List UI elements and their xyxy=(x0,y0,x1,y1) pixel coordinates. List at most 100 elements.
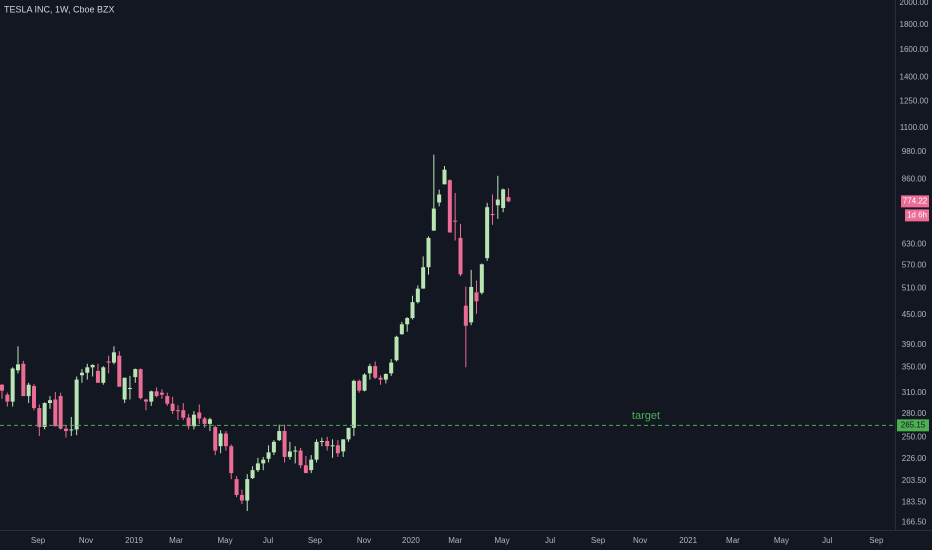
candle-body xyxy=(421,267,426,289)
y-tick-label: 350.00 xyxy=(902,362,927,371)
x-tick-label: May xyxy=(218,536,233,545)
candle-body xyxy=(250,470,255,479)
candle-body xyxy=(309,459,314,471)
candle-body xyxy=(463,305,468,326)
y-tick-label: 280.00 xyxy=(902,409,927,418)
candle-body xyxy=(330,445,335,447)
candle-body xyxy=(197,412,202,419)
y-tick-label: 860.00 xyxy=(902,175,927,184)
y-tick-label: 250.00 xyxy=(902,433,927,442)
candle-body xyxy=(202,418,207,424)
x-tick-label: 2020 xyxy=(402,536,420,545)
y-tick-label: 1100.00 xyxy=(900,123,929,132)
candle-body xyxy=(255,463,260,471)
candle-body xyxy=(485,207,490,259)
candle-body xyxy=(186,417,191,427)
candle-body xyxy=(479,264,484,293)
candle-body xyxy=(53,399,58,427)
target-price-label: 265.15 xyxy=(901,420,926,429)
y-tick-label: 1250.00 xyxy=(900,96,929,105)
candle-body xyxy=(63,428,68,432)
target-label: target xyxy=(632,410,660,422)
candle-body xyxy=(282,431,287,457)
candle-body xyxy=(165,396,170,404)
y-tick-label: 1600.00 xyxy=(900,45,929,54)
candle-body xyxy=(373,366,378,378)
candle-body xyxy=(218,433,223,447)
candle-body xyxy=(106,361,111,363)
candle-body xyxy=(341,439,346,452)
x-tick-label: Jul xyxy=(545,536,555,545)
candle-body xyxy=(357,380,362,391)
candle-body xyxy=(245,479,250,501)
last-price-label: 774.22 xyxy=(903,196,928,205)
candle-body xyxy=(207,419,212,424)
x-tick-label: May xyxy=(495,536,510,545)
candle-body xyxy=(351,380,356,428)
candle-body xyxy=(410,302,415,319)
candle-body xyxy=(37,408,42,428)
x-tick-label: 2019 xyxy=(125,536,143,545)
x-tick-label: Jul xyxy=(263,536,273,545)
candle-body xyxy=(133,369,138,378)
candle-body xyxy=(111,352,116,363)
x-tick-label: Sep xyxy=(308,536,323,545)
y-tick-label: 510.00 xyxy=(902,284,927,293)
x-tick-label: Jul xyxy=(822,536,832,545)
candle-body xyxy=(399,324,404,335)
y-tick-label: 570.00 xyxy=(902,260,927,269)
y-tick-label: 183.50 xyxy=(902,497,927,506)
candle-body xyxy=(405,318,410,325)
candle-body xyxy=(85,367,90,373)
candle-body xyxy=(501,189,506,209)
candle-body xyxy=(90,364,95,368)
candle-body xyxy=(5,394,10,402)
x-tick-label: Mar xyxy=(169,536,183,545)
candle-body xyxy=(474,292,479,302)
y-tick-label: 1800.00 xyxy=(900,20,929,29)
candle-body xyxy=(389,362,394,374)
candle-body xyxy=(74,379,79,430)
x-tick-label: Mar xyxy=(726,536,740,545)
candle-body xyxy=(431,208,436,231)
x-tick-label: Sep xyxy=(591,536,606,545)
candle-body xyxy=(21,363,26,397)
candle-body xyxy=(26,384,31,397)
y-tick-label: 980.00 xyxy=(902,147,927,156)
candle-body xyxy=(15,364,20,371)
y-tick-label: 2000.00 xyxy=(900,0,929,7)
candle-body xyxy=(506,197,511,202)
x-tick-label: Nov xyxy=(79,536,93,545)
x-tick-label: Nov xyxy=(357,536,371,545)
x-tick-label: May xyxy=(774,536,789,545)
candle-body xyxy=(239,494,244,501)
candle-body xyxy=(47,400,52,404)
y-tick-label: 203.50 xyxy=(902,476,927,485)
candle-body xyxy=(378,377,383,380)
candle-body xyxy=(149,391,154,402)
candle-body xyxy=(442,169,447,185)
candle-body xyxy=(277,431,282,441)
y-tick-label: 226.00 xyxy=(902,454,927,463)
candle-body xyxy=(453,220,458,222)
candle-body xyxy=(394,336,399,361)
x-tick-label: Sep xyxy=(869,536,884,545)
candle-body xyxy=(383,373,388,380)
candle-body xyxy=(261,459,266,464)
candle-body xyxy=(42,403,47,428)
candle-body xyxy=(490,213,495,216)
x-tick-label: 2021 xyxy=(679,536,697,545)
candle-body xyxy=(346,427,351,440)
x-tick-label: Mar xyxy=(448,536,462,545)
candle-body xyxy=(229,446,234,474)
x-tick-label: Nov xyxy=(633,536,647,545)
y-tick-label: 166.50 xyxy=(902,518,927,527)
candle-body xyxy=(447,180,452,233)
candle-body xyxy=(213,427,218,451)
candle-body xyxy=(138,369,143,399)
candle-body xyxy=(298,450,303,466)
candle-body xyxy=(117,355,122,387)
